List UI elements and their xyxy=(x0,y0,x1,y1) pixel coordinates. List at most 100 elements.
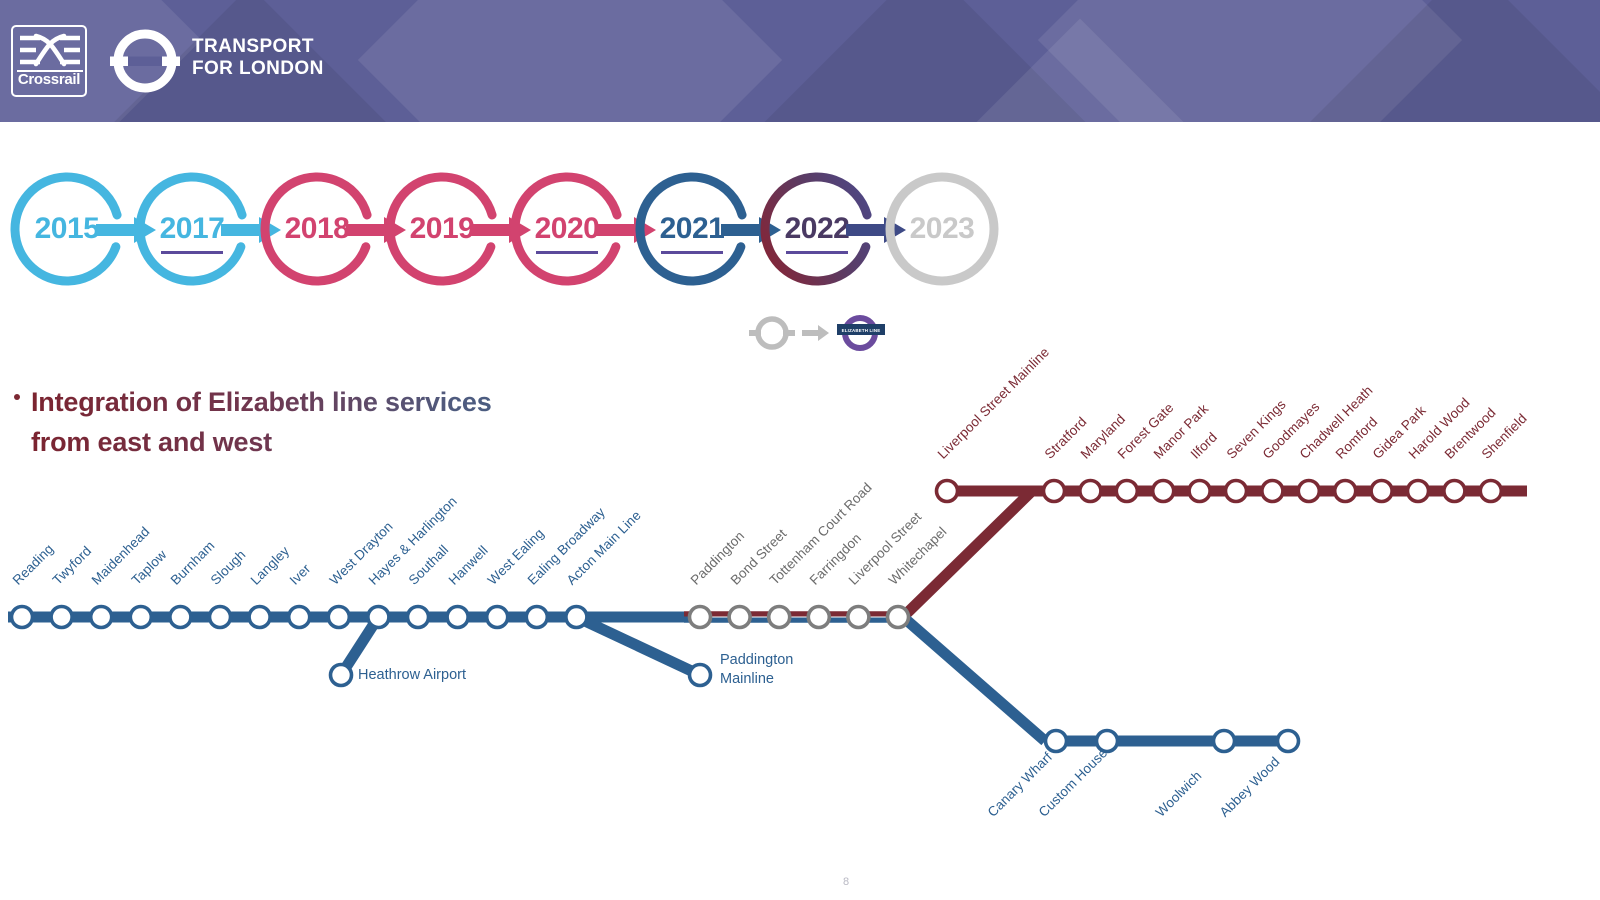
station-node-liverpool-street[interactable] xyxy=(846,604,871,630)
crossrail-logo-divider xyxy=(17,70,83,72)
station-node-romford[interactable] xyxy=(1332,478,1358,504)
station-label-tottenham-court-road: Tottenham Court Road xyxy=(766,479,875,588)
station-label-maryland: Maryland xyxy=(1078,411,1129,462)
timeline-ring xyxy=(760,172,874,286)
station-node-manor-park[interactable] xyxy=(1150,478,1176,504)
timeline-ring xyxy=(885,172,999,286)
station-label-burnham: Burnham xyxy=(168,537,218,588)
station-label-paddington-mainline: Paddington Mainline xyxy=(720,651,793,689)
northeast-junction-line xyxy=(899,487,1036,621)
timeline-year-2020[interactable]: 2020 xyxy=(508,170,626,288)
station-label-shenfield: Shenfield xyxy=(1478,410,1530,462)
station-node-maidenhead[interactable] xyxy=(88,604,114,630)
station-label-hayes-harlington: Hayes & Harlington xyxy=(366,493,461,588)
station-node-gidea-park[interactable] xyxy=(1369,478,1394,504)
station-node-paddington-mainline[interactable] xyxy=(687,662,713,688)
station-node-twyford[interactable] xyxy=(49,604,74,630)
timeline-year-2015[interactable]: 2015 xyxy=(8,170,126,288)
station-node-bond-street[interactable] xyxy=(727,604,752,630)
timeline-year-label: 2020 xyxy=(534,212,600,245)
timeline-ring xyxy=(260,172,374,286)
station-label-liverpool-street: Liverpool Street xyxy=(846,509,925,588)
station-label-canary-wharf: Canary Wharf xyxy=(984,749,1056,820)
station-label-manor-park: Manor Park xyxy=(1150,401,1212,462)
station-label-stratford: Stratford xyxy=(1041,413,1090,462)
headline-block: Integration of Elizabeth line services f… xyxy=(14,382,714,462)
station-label-bond-street: Bond Street xyxy=(727,525,790,588)
station-node-forest-gate[interactable] xyxy=(1114,478,1140,504)
station-label-forest-gate: Forest Gate xyxy=(1114,400,1177,462)
elizabeth-line-name-bar xyxy=(837,324,885,335)
paddington-mainline-spur-line xyxy=(574,612,703,680)
timeline-year-label: 2023 xyxy=(909,212,975,245)
tfl-roundel-icon xyxy=(110,29,180,93)
timeline-year-2022[interactable]: 2022 xyxy=(758,170,876,288)
headline-line2: from east and west xyxy=(31,427,272,457)
station-label-slough: Slough xyxy=(207,547,249,588)
station-node-goodmayes[interactable] xyxy=(1260,478,1285,504)
station-node-hanwell[interactable] xyxy=(445,604,470,630)
station-label-maidenhead: Maidenhead xyxy=(88,523,153,588)
timeline-year-label: 2015 xyxy=(34,212,100,245)
station-node-shenfield[interactable] xyxy=(1478,478,1504,504)
station-label-harold-wood: Harold Wood xyxy=(1405,394,1473,462)
station-node-canary-wharf[interactable] xyxy=(1043,728,1069,754)
station-node-langley[interactable] xyxy=(247,604,272,630)
timeline-year-2018[interactable]: 2018 xyxy=(258,170,376,288)
station-label-brentwood: Brentwood xyxy=(1442,404,1499,462)
station-node-heathrow-airport[interactable] xyxy=(328,662,354,688)
timeline-year-2021[interactable]: 2021 xyxy=(633,170,751,288)
station-label-langley: Langley xyxy=(247,543,292,588)
station-node-harold-wood[interactable] xyxy=(1405,478,1431,504)
station-label-seven-kings: Seven Kings xyxy=(1223,396,1289,462)
timeline-year-underline xyxy=(786,251,848,254)
station-node-custom-house[interactable] xyxy=(1094,728,1120,754)
station-node-ealing-broadway[interactable] xyxy=(524,604,550,630)
page-number: 8 xyxy=(843,876,850,888)
timeline-year-label: 2022 xyxy=(784,212,850,245)
station-node-west-drayton[interactable] xyxy=(326,604,352,630)
timeline-year-2019[interactable]: 2019 xyxy=(383,170,501,288)
station-node-farringdon[interactable] xyxy=(806,604,832,630)
arrow-right-icon xyxy=(802,325,829,341)
station-node-ilford[interactable] xyxy=(1187,478,1212,504)
station-node-whitechapel[interactable] xyxy=(885,604,911,630)
crossrail-logo: Crossrail xyxy=(11,25,87,97)
station-node-woolwich[interactable] xyxy=(1211,728,1237,754)
timeline-year-2023[interactable]: 2023 xyxy=(883,170,1001,288)
station-label-ilford: Ilford xyxy=(1187,429,1220,462)
station-label-chadwell-heath: Chadwell Heath xyxy=(1296,382,1376,462)
station-node-abbey-wood[interactable] xyxy=(1275,728,1301,754)
station-node-southall[interactable] xyxy=(405,604,431,630)
station-node-paddington[interactable] xyxy=(687,604,713,630)
station-node-burnham[interactable] xyxy=(168,604,193,630)
crossrail-x-icon xyxy=(20,33,80,67)
station-node-brentwood[interactable] xyxy=(1442,478,1467,504)
station-node-west-ealing[interactable] xyxy=(484,604,510,630)
tfl-wordmark-line2: FOR LONDON xyxy=(192,58,324,79)
station-node-hayes-harlington[interactable] xyxy=(366,604,391,630)
station-node-seven-kings[interactable] xyxy=(1223,478,1249,504)
timeline-year-underline xyxy=(161,251,223,254)
paddington-mainline-line2: Mainline xyxy=(720,671,774,687)
station-nodes xyxy=(9,478,1504,754)
station-node-stratford[interactable] xyxy=(1041,478,1067,504)
header-facet xyxy=(357,0,783,122)
timeline-year-underline xyxy=(661,251,723,254)
route-lines xyxy=(8,485,1527,747)
station-node-tottenham-court-road[interactable] xyxy=(766,604,792,630)
station-node-liverpool-street-mainline[interactable] xyxy=(934,478,960,504)
timeline-year-label: 2021 xyxy=(659,212,725,245)
timeline-year-label: 2017 xyxy=(159,212,225,245)
station-node-maryland[interactable] xyxy=(1078,478,1103,504)
station-node-chadwell-heath[interactable] xyxy=(1296,478,1322,504)
station-node-reading[interactable] xyxy=(9,604,35,630)
station-label-custom-house: Custom House xyxy=(1035,745,1111,820)
timeline-year-label: 2018 xyxy=(284,212,350,245)
timeline-year-2017[interactable]: 2017 xyxy=(133,170,251,288)
station-node-slough[interactable] xyxy=(207,604,233,630)
station-label-liverpool-street-mainline: Liverpool Street Mainline xyxy=(934,344,1053,462)
station-node-acton-main-line[interactable] xyxy=(564,604,589,630)
station-node-taplow[interactable] xyxy=(128,604,154,630)
station-node-iver[interactable] xyxy=(286,604,312,630)
